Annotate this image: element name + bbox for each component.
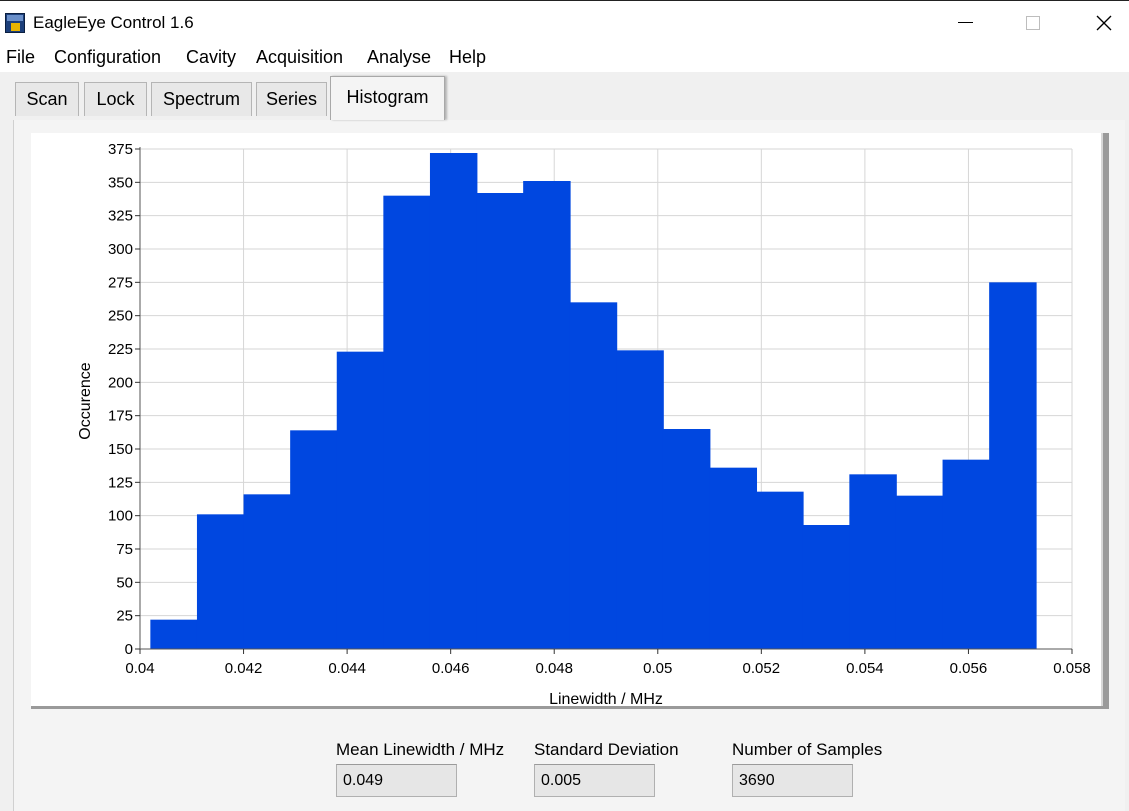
close-icon bbox=[1096, 15, 1112, 31]
histogram-bar bbox=[569, 302, 618, 649]
y-axis-label: Occurence bbox=[77, 362, 94, 439]
y-tick-label: 0 bbox=[125, 641, 133, 658]
menu-cavity[interactable]: Cavity bbox=[186, 47, 237, 67]
y-tick-label: 25 bbox=[116, 608, 133, 625]
histogram-bar bbox=[150, 619, 198, 649]
window-title: EagleEye Control 1.6 bbox=[33, 13, 194, 32]
maximize-icon bbox=[1026, 16, 1040, 30]
tab-spectrum[interactable]: Spectrum bbox=[151, 82, 252, 116]
histogram-bar bbox=[429, 153, 478, 649]
menu-analyse[interactable]: Analyse bbox=[367, 47, 432, 67]
histogram-bar bbox=[243, 494, 292, 649]
minimize-button[interactable] bbox=[930, 1, 1000, 45]
tab-series[interactable]: Series bbox=[256, 82, 327, 116]
histogram-bar bbox=[476, 193, 525, 649]
menu-help[interactable]: Help bbox=[449, 47, 487, 67]
histogram-bar bbox=[290, 430, 338, 649]
y-tick-label: 100 bbox=[108, 508, 133, 525]
tab-strip: Scan Lock Spectrum Series Histogram bbox=[0, 76, 1129, 122]
y-tick-label: 325 bbox=[108, 208, 133, 225]
x-tick-label: 0.044 bbox=[328, 660, 366, 677]
title-bar: EagleEye Control 1.6 bbox=[0, 0, 1129, 44]
y-tick-label: 175 bbox=[108, 408, 133, 425]
menu-acquisition[interactable]: Acquisition bbox=[256, 47, 344, 67]
y-tick-label: 375 bbox=[108, 141, 133, 158]
y-tick-label: 225 bbox=[108, 341, 133, 358]
histogram-bar bbox=[942, 459, 991, 649]
x-tick-label: 0.058 bbox=[1053, 660, 1091, 677]
maximize-button[interactable] bbox=[998, 1, 1068, 45]
close-button[interactable] bbox=[1068, 1, 1129, 45]
histogram-bar bbox=[802, 525, 851, 649]
app-icon bbox=[5, 13, 25, 33]
histogram-chart: 0 25 50 75 100 125 150 175 200 225 250 275 300 325 350… bbox=[31, 133, 1109, 709]
mean-linewidth-field: 0.049 bbox=[336, 764, 457, 797]
sample-count-label: Number of Samples bbox=[732, 740, 883, 759]
x-tick-label: 0.052 bbox=[743, 660, 781, 677]
x-tick-label: 0.042 bbox=[225, 660, 263, 677]
y-tick-label: 125 bbox=[108, 474, 133, 491]
y-tick-label: 250 bbox=[108, 308, 133, 325]
x-tick-label: 0.046 bbox=[432, 660, 470, 677]
minimize-icon bbox=[958, 22, 973, 23]
axes bbox=[135, 147, 1073, 654]
histogram-bar bbox=[523, 181, 571, 649]
histogram-bar bbox=[616, 350, 664, 649]
x-tick-label: 0.05 bbox=[643, 660, 672, 677]
std-deviation-label: Standard Deviation bbox=[534, 740, 679, 759]
sample-count-field: 3690 bbox=[732, 764, 853, 797]
tick-labels: 0 25 50 75 100 125 150 175 200 225 250 275 300 325 350… bbox=[108, 141, 1091, 677]
histogram-bar bbox=[756, 491, 804, 649]
y-tick-label: 75 bbox=[116, 541, 133, 558]
histogram-bar bbox=[336, 351, 385, 649]
y-tick-label: 50 bbox=[116, 574, 133, 591]
mean-linewidth-label: Mean Linewidth / MHz bbox=[336, 740, 505, 759]
y-tick-label: 275 bbox=[108, 274, 133, 291]
histogram-plot: 0 25 50 75 100 125 150 175 200 225 250 275 300 325 350… bbox=[77, 141, 1091, 706]
x-tick-label: 0.048 bbox=[535, 660, 573, 677]
histogram-bar bbox=[196, 514, 245, 649]
tab-lock[interactable]: Lock bbox=[84, 82, 147, 116]
x-tick-label: 0.056 bbox=[950, 660, 988, 677]
histogram-bar bbox=[895, 495, 944, 649]
y-tick-label: 350 bbox=[108, 174, 133, 191]
x-tick-label: 0.054 bbox=[846, 660, 884, 677]
histogram-bars bbox=[150, 153, 1037, 649]
histogram-bar bbox=[662, 429, 711, 649]
histogram-bar bbox=[383, 195, 431, 649]
tab-scan[interactable]: Scan bbox=[15, 82, 79, 116]
y-tick-label: 300 bbox=[108, 241, 133, 258]
y-tick-label: 200 bbox=[108, 374, 133, 391]
tab-histogram[interactable]: Histogram bbox=[330, 76, 445, 120]
histogram-bar bbox=[849, 474, 897, 649]
menu-file[interactable]: File bbox=[6, 47, 36, 67]
y-tick-label: 150 bbox=[108, 441, 133, 458]
x-axis-label: Linewidth / MHz bbox=[549, 691, 663, 706]
x-tick-label: 0.04 bbox=[125, 660, 154, 677]
histogram-bar bbox=[709, 467, 758, 649]
std-deviation-field: 0.005 bbox=[534, 764, 655, 797]
histogram-bar bbox=[989, 282, 1037, 649]
menu-configuration[interactable]: Configuration bbox=[54, 47, 162, 67]
menu-bar: File Configuration Cavity Acquisition An… bbox=[0, 44, 1129, 72]
